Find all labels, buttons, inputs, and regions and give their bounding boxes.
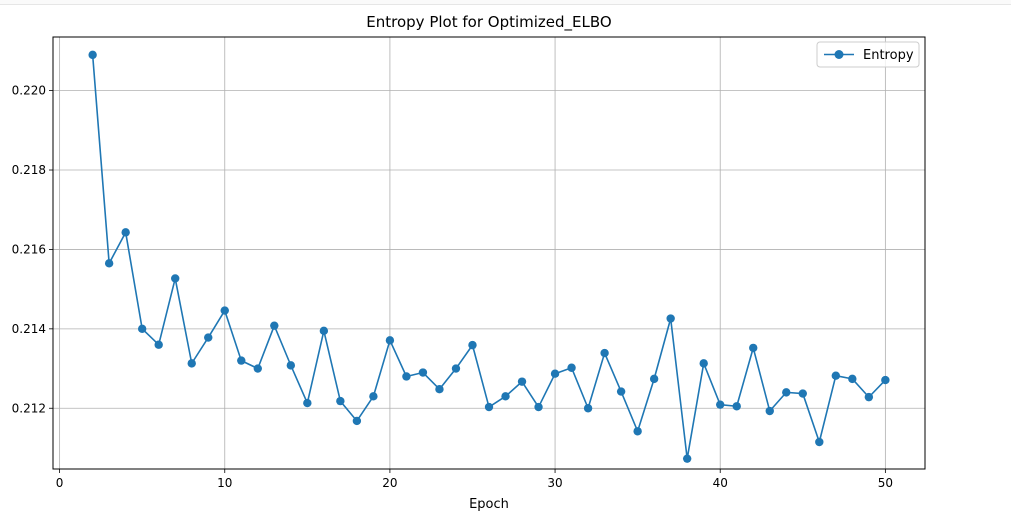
data-point [418,368,428,377]
chart-title: Entropy Plot for Optimized_ELBO [366,13,611,32]
data-point [435,384,444,394]
data-point [352,416,362,426]
y-axis-ticks: 0.212 0.214 0.216 0.218 0.220 [12,84,53,415]
data-point [484,402,494,412]
data-point [815,437,824,447]
legend-box [816,41,920,68]
data-point [666,314,675,323]
x-tick-label: 20 [382,476,397,490]
y-tick-label: 0.220 [12,84,46,98]
data-point [848,374,857,384]
data-point [649,374,659,384]
data-point [567,363,576,372]
data-point [881,375,890,385]
data-point [765,406,774,416]
data-point [319,326,329,336]
legend-label-entropy: Entropy [863,48,914,63]
x-axis-ticks: 0 10 20 30 40 50 [56,469,893,490]
data-point [220,306,229,315]
y-tick-label: 0.214 [12,322,46,336]
data-point [204,333,213,342]
data-point [253,364,262,373]
grid-lines [53,37,925,469]
x-tick-label: 50 [878,476,893,490]
x-tick-label: 40 [713,476,728,490]
data-point [385,336,395,345]
data-point [121,228,130,237]
x-tick-label: 0 [56,476,64,490]
y-tick-label: 0.216 [12,242,46,256]
data-point [550,369,560,378]
data-point [583,404,593,413]
data-point [732,402,741,411]
data-point [749,343,758,353]
x-axis-label: Epoch [469,497,509,512]
legend-marker-icon [834,50,844,59]
data-point [633,427,642,436]
y-tick-label: 0.212 [12,401,46,415]
data-point [187,359,196,368]
data-point [270,321,279,330]
data-point [137,324,147,334]
data-point [286,361,296,370]
data-point [501,392,510,401]
data-point [104,259,114,268]
notebook-output-top-border [0,0,1011,5]
data-point [468,340,477,350]
data-point [616,387,626,396]
chart-legend: Entropy [816,41,920,68]
data-point [369,392,378,401]
data-point [534,402,543,412]
data-point [402,372,411,381]
data-point [782,388,791,397]
data-point [716,400,725,409]
data-point [798,389,807,398]
data-point [154,340,163,349]
data-point [171,274,180,283]
data-point [88,50,97,60]
x-tick-label: 10 [217,476,232,490]
data-point [336,396,345,406]
entropy-series [88,50,890,463]
y-tick-label: 0.218 [12,163,46,177]
plot-frame [52,36,926,470]
data-point [682,454,692,463]
data-point [864,392,874,402]
data-point [517,377,527,386]
data-point [600,348,609,358]
x-tick-label: 30 [547,476,562,490]
data-point [451,364,461,373]
data-point [699,359,708,368]
data-point [831,371,841,380]
data-point [237,356,246,365]
series-line [91,54,886,460]
data-point [303,398,312,408]
